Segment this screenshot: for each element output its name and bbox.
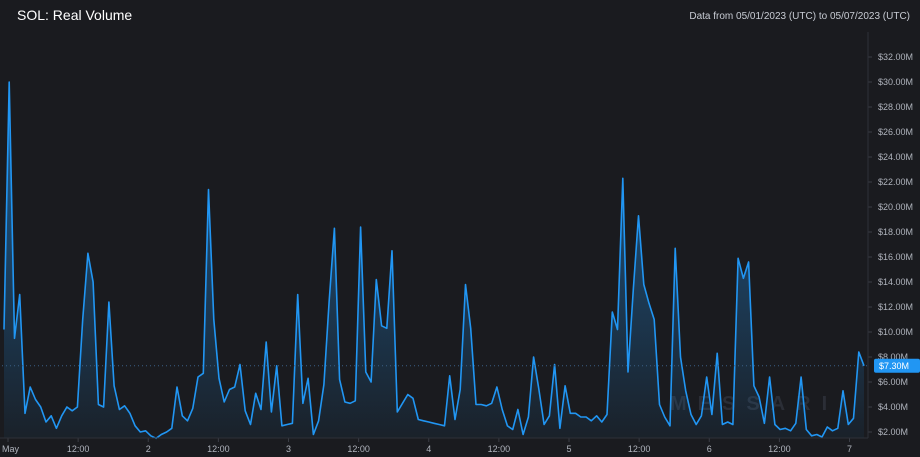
y-tick-label: $16.00M [878,252,913,262]
volume-area [4,82,864,439]
y-tick-label: $8.00M [878,352,908,362]
chart-title: SOL: Real Volume [17,7,133,23]
x-tick-label: 12:00 [488,444,511,454]
last-value-label: $7.30M [879,361,909,371]
x-tick-label: 6 [707,444,712,454]
y-tick-label: $18.00M [878,227,913,237]
x-tick-label: 12:00 [207,444,230,454]
x-tick-label: 7 [847,444,852,454]
date-range-label: Data from 05/01/2023 (UTC) to 05/07/2023… [689,11,910,22]
y-tick-label: $10.00M [878,327,913,337]
y-tick-label: $12.00M [878,302,913,312]
x-tick-label: 12:00 [768,444,791,454]
y-tick-label: $4.00M [878,402,908,412]
y-tick-label: $24.00M [878,152,913,162]
y-tick-label: $14.00M [878,277,913,287]
x-tick-label: 5 [566,444,571,454]
x-tick-label: 2 [146,444,151,454]
y-tick-label: $28.00M [878,102,913,112]
x-tick-label: 4 [426,444,431,454]
x-tick-label: May [2,444,20,454]
x-tick-label: 12:00 [67,444,90,454]
x-tick-label: 3 [286,444,291,454]
y-tick-label: $22.00M [878,177,913,187]
x-tick-label: 12:00 [628,444,651,454]
y-tick-label: $32.00M [878,52,913,62]
x-tick-label: 12:00 [347,444,370,454]
last-value-badge [874,358,920,373]
y-tick-label: $2.00M [878,427,908,437]
y-tick-label: $26.00M [878,127,913,137]
y-tick-label: $20.00M [878,202,913,212]
y-tick-label: $30.00M [878,77,913,87]
y-tick-label: $6.00M [878,377,908,387]
